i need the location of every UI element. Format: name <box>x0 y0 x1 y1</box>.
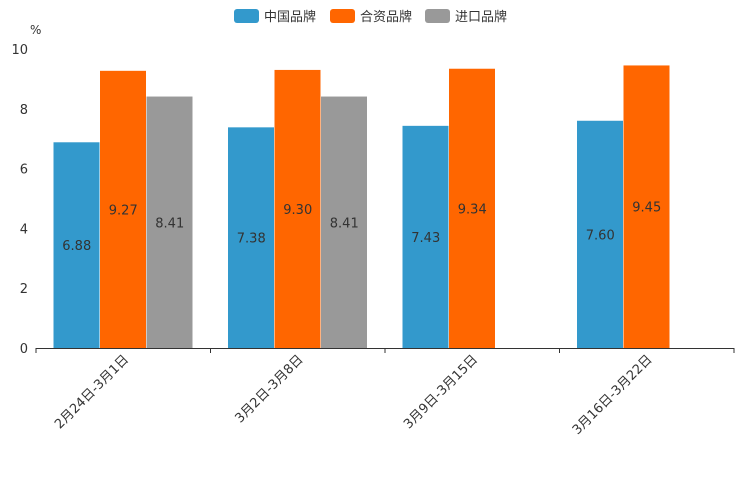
bar <box>623 65 670 348</box>
data-label: 8.41 <box>155 216 184 231</box>
bar <box>449 68 495 348</box>
bars: 6.88 9.27 8.41 7.38 9.30 8.41 7.43 9.34 7.60 9.45 <box>53 65 670 349</box>
x-tick-label: 3月9日-3月15日 <box>401 352 481 432</box>
legend-swatch <box>425 9 450 23</box>
legend: 中国品牌 合资品牌 进口品牌 <box>234 9 507 25</box>
x-tick-label: 2月24日-3月1日 <box>52 352 132 432</box>
legend-swatch <box>330 9 355 23</box>
bar <box>53 142 100 348</box>
data-label: 8.41 <box>330 216 359 231</box>
bar <box>321 96 367 348</box>
bar <box>274 69 321 349</box>
y-tick-label: 2 <box>20 282 28 297</box>
y-axis: 0 2 4 6 8 10 <box>11 43 28 357</box>
bar <box>402 125 449 348</box>
y-tick-label: 4 <box>20 222 28 237</box>
bar <box>100 70 146 349</box>
bar <box>228 127 274 348</box>
data-label: 9.45 <box>632 201 661 216</box>
x-tick-label: 3月16日-3月22日 <box>570 352 656 438</box>
bar <box>146 96 193 348</box>
x-axis: 2月24日-3月1日 3月2日-3月8日 3月9日-3月15日 3月16日-3月22日 <box>35 348 735 438</box>
y-tick-label: 10 <box>11 43 28 58</box>
data-label: 6.88 <box>62 239 91 254</box>
bar <box>577 120 623 348</box>
data-label: 9.30 <box>283 203 312 218</box>
legend-label: 进口品牌 <box>455 9 507 25</box>
data-label: 7.38 <box>237 232 266 247</box>
y-tick-label: 0 <box>20 342 28 357</box>
y-axis-label: % <box>30 23 41 37</box>
data-label: 9.27 <box>109 203 138 218</box>
y-tick-label: 8 <box>20 103 28 118</box>
legend-label: 中国品牌 <box>264 9 316 25</box>
legend-swatch <box>234 9 259 23</box>
data-label: 7.43 <box>411 231 440 246</box>
data-label: 7.60 <box>586 228 615 243</box>
x-tick-label: 3月2日-3月8日 <box>232 352 306 426</box>
data-label: 9.34 <box>458 202 487 217</box>
legend-label: 合资品牌 <box>360 9 412 25</box>
y-tick-label: 6 <box>20 163 28 178</box>
